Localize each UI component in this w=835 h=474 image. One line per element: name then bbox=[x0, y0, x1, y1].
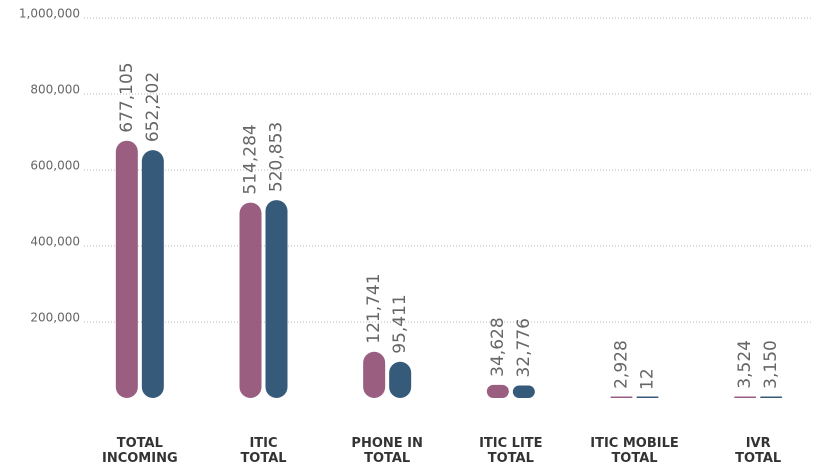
x-tick-label: ITIC MOBILE TOTAL bbox=[590, 436, 679, 466]
y-tick-label: 1,000,000 bbox=[19, 7, 80, 21]
bar bbox=[239, 202, 262, 398]
bar bbox=[141, 150, 164, 398]
y-tick-label: 600,000 bbox=[30, 159, 80, 173]
value-label: 514,284 bbox=[241, 124, 261, 194]
x-tick-label: PHONE IN TOTAL bbox=[351, 436, 423, 466]
bar bbox=[512, 385, 535, 398]
value-label: 677,105 bbox=[117, 62, 137, 132]
bar bbox=[734, 396, 757, 398]
y-tick-label: 400,000 bbox=[30, 235, 80, 249]
value-label: 3,150 bbox=[761, 340, 781, 389]
bar bbox=[760, 396, 783, 398]
value-label: 12 bbox=[638, 368, 658, 390]
bar bbox=[265, 200, 288, 398]
value-label: 32,776 bbox=[514, 318, 534, 377]
x-tick-label: TOTAL INCOMING bbox=[102, 436, 178, 466]
y-tick-label: 800,000 bbox=[30, 83, 80, 97]
x-tick-label: IVR TOTAL bbox=[735, 436, 782, 466]
bar bbox=[610, 396, 633, 398]
x-tick-label: ITIC TOTAL bbox=[240, 436, 287, 466]
bar bbox=[486, 384, 509, 398]
value-label: 95,411 bbox=[390, 294, 410, 353]
bar bbox=[115, 140, 138, 398]
value-label: 520,853 bbox=[267, 122, 287, 192]
value-label: 2,928 bbox=[612, 340, 632, 389]
value-label: 3,524 bbox=[735, 340, 755, 389]
value-label: 121,741 bbox=[364, 273, 384, 343]
y-tick-label: 200,000 bbox=[30, 311, 80, 325]
bar bbox=[363, 351, 386, 398]
x-tick-label: ITIC LITE TOTAL bbox=[479, 436, 543, 466]
bar bbox=[389, 361, 412, 398]
bar bbox=[636, 396, 659, 398]
value-label: 652,202 bbox=[143, 72, 163, 142]
value-label: 34,628 bbox=[488, 317, 508, 376]
